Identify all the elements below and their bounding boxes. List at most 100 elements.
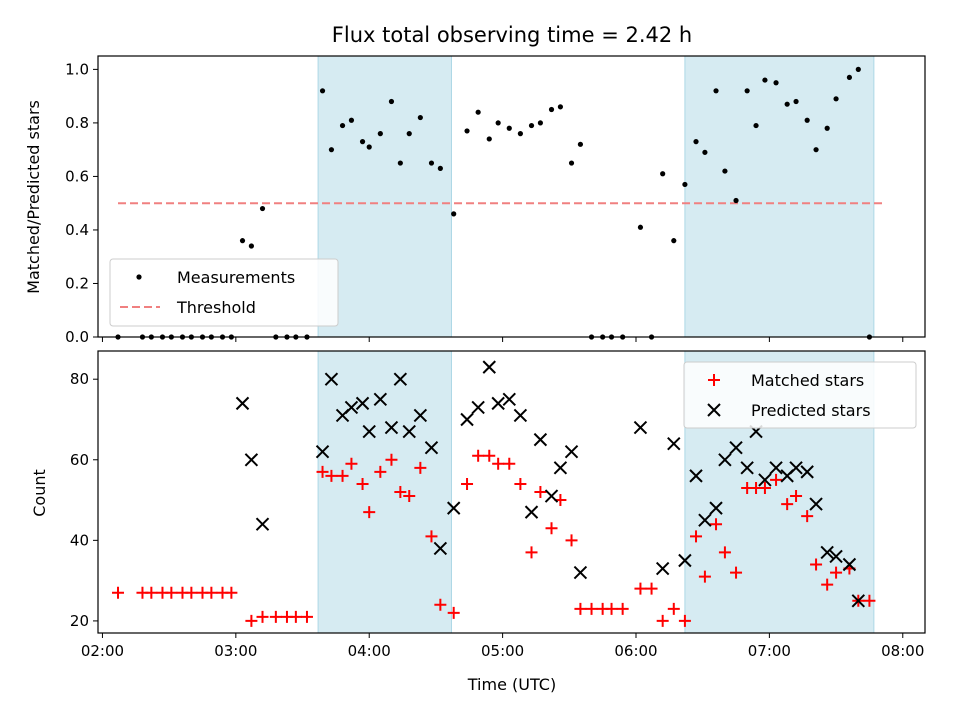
- predicted-stars-point: [393, 372, 408, 386]
- matched-stars-point: [447, 606, 460, 619]
- predicted-stars-point: [460, 412, 474, 427]
- predicted-stars-point: [842, 557, 857, 572]
- matched-stars-point: [434, 598, 447, 611]
- measurement-point: [744, 88, 750, 94]
- legend-measurement-marker: [136, 274, 142, 280]
- predicted-stars-point: [698, 513, 712, 527]
- predicted-stars-point: [324, 372, 339, 386]
- predicted-stars-point: [809, 497, 823, 511]
- legend-label-matched: Matched stars: [751, 371, 864, 390]
- matched-stars-point: [165, 586, 178, 599]
- matched-stars-point: [269, 610, 282, 623]
- matched-stars-point: [483, 449, 496, 462]
- predicted-stars-point: [355, 396, 370, 411]
- x-tick-label: 04:00: [348, 642, 391, 660]
- matched-stars-point: [758, 481, 771, 494]
- matched-stars-point: [363, 506, 376, 519]
- matched-stars-point: [605, 602, 618, 615]
- matched-stars-point: [574, 602, 587, 615]
- matched-stars-point: [565, 534, 578, 547]
- predicted-stars-point: [553, 461, 568, 475]
- predicted-stars-point: [655, 561, 670, 576]
- predicted-stars-point: [446, 501, 461, 515]
- measurement-point: [784, 101, 790, 107]
- x-axis-label: Time (UTC): [467, 675, 556, 694]
- measurement-point: [733, 197, 739, 204]
- measurement-point: [428, 160, 435, 166]
- measurement-point: [557, 104, 564, 110]
- matched-stars-point: [781, 498, 794, 511]
- observing-interval-band: [684, 55, 875, 338]
- predicted-stars-point: [789, 461, 803, 475]
- predicted-stars-point: [533, 432, 548, 447]
- measurement-point: [517, 131, 523, 137]
- predicted-stars-point: [564, 445, 579, 459]
- matched-stars-point: [403, 490, 416, 503]
- matched-stars-point: [356, 477, 369, 490]
- measurement-point: [804, 117, 810, 123]
- measurement-point: [824, 125, 830, 131]
- measurement-point: [486, 136, 492, 142]
- ratio-y-axis-label: Matched/Predicted stars: [24, 100, 43, 294]
- measurement-point: [753, 122, 759, 129]
- matched-stars-point: [678, 614, 691, 627]
- predicted-stars-point: [373, 392, 388, 407]
- matched-stars-point: [145, 586, 158, 599]
- measurement-point: [319, 88, 326, 94]
- matched-stars-point: [801, 510, 814, 523]
- matched-stars-point: [863, 594, 876, 607]
- measurement-point: [813, 147, 819, 153]
- predicted-stars-point: [667, 436, 681, 451]
- x-tick-label: 08:00: [881, 642, 924, 660]
- y-tick-label: 80: [70, 370, 89, 388]
- matched-stars-point: [616, 602, 629, 615]
- measurement-point: [548, 106, 555, 113]
- predicted-stars-point: [544, 489, 559, 503]
- predicted-stars-point: [740, 461, 754, 475]
- matched-stars-point: [425, 530, 438, 543]
- predicted-stars-point: [402, 424, 416, 439]
- measurement-point: [702, 149, 708, 155]
- predicted-stars-point: [573, 565, 588, 580]
- measurement-point: [406, 131, 412, 137]
- legend-label-threshold: Threshold: [176, 298, 256, 317]
- matched-stars-point: [667, 602, 680, 615]
- matched-stars-point: [656, 614, 669, 627]
- predicted-stars-point: [729, 440, 743, 455]
- y-tick-label: 0.4: [65, 221, 89, 239]
- y-tick-label: 0.8: [65, 114, 89, 132]
- predicted-stars-point: [709, 501, 723, 515]
- matched-stars-point: [585, 602, 598, 615]
- predicted-stars-point: [718, 453, 732, 467]
- matched-stars-point: [514, 477, 527, 490]
- count-panel: 20 40 60 80 02:00 03:00 04:00 05:00 06:00 07:00 08…: [70, 350, 926, 660]
- matched-stars-point: [185, 586, 198, 599]
- measurement-point: [388, 98, 395, 105]
- measurement-point: [377, 131, 383, 137]
- matched-stars-point: [205, 586, 218, 599]
- matched-stars-point: [790, 490, 803, 503]
- y-tick-label: 60: [70, 451, 89, 469]
- matched-stars-point: [112, 586, 125, 599]
- predicted-stars-point: [244, 453, 259, 467]
- y-tick-label: 20: [70, 612, 89, 630]
- measurement-point: [339, 122, 346, 129]
- matched-stars-point: [316, 465, 329, 478]
- predicted-stars-point: [829, 549, 843, 564]
- ratio-panel: 0.0 0.2 0.4 0.6 0.8 1.0 Measurements Threshold: [65, 55, 926, 346]
- x-tick-label: 06:00: [614, 642, 657, 660]
- legend-label-predicted: Predicted stars: [751, 401, 871, 420]
- predicted-stars-point: [769, 461, 783, 475]
- predicted-stars-point: [524, 505, 539, 519]
- predicted-stars-point: [424, 440, 439, 455]
- measurement-point: [495, 120, 501, 126]
- predicted-stars-point: [678, 553, 692, 568]
- predicted-stars-point: [362, 424, 376, 439]
- matched-stars-point: [698, 570, 711, 583]
- matched-stars-point: [374, 465, 387, 478]
- measurement-point: [671, 238, 677, 244]
- matched-stars-point: [336, 469, 349, 482]
- legend-box: [683, 361, 917, 429]
- predicted-stars-point: [471, 400, 485, 415]
